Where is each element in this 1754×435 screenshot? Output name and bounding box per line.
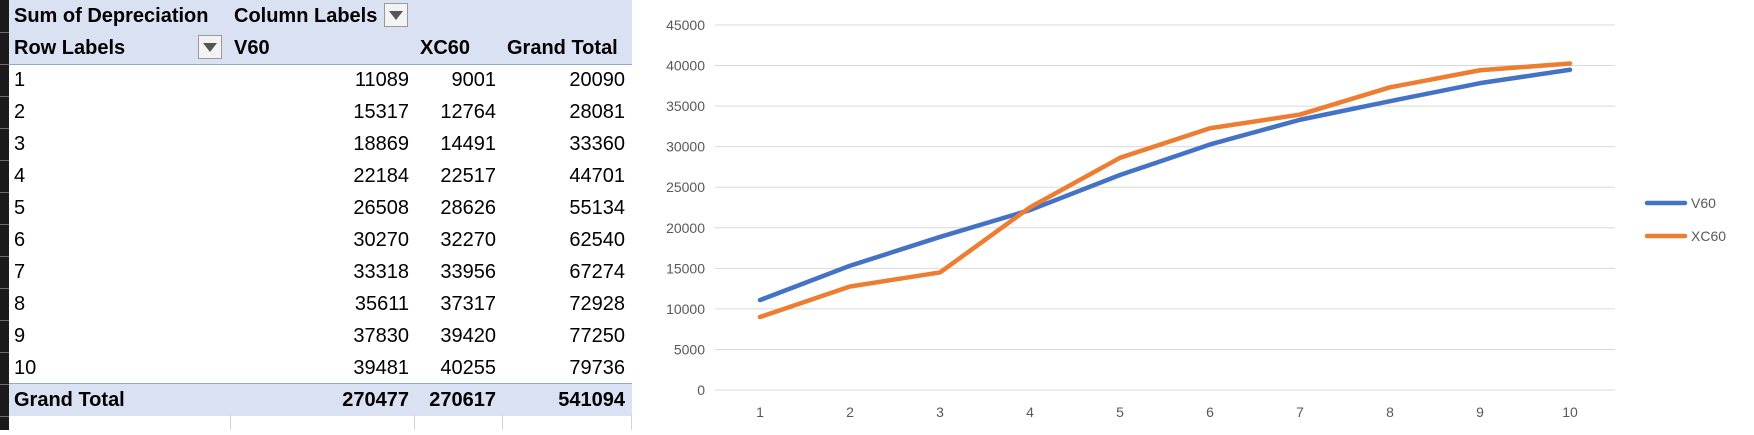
grand-total-v60[interactable]: 270477 bbox=[300, 384, 409, 416]
table-cell[interactable]: 44701 bbox=[496, 160, 625, 192]
row-label[interactable]: 10 bbox=[14, 352, 36, 384]
table-cell[interactable]: 79736 bbox=[496, 352, 625, 384]
table-cell[interactable]: 28081 bbox=[496, 96, 625, 128]
row-separator bbox=[0, 352, 9, 353]
row-label[interactable]: 1 bbox=[14, 64, 25, 96]
table-cell[interactable]: 33956 bbox=[409, 256, 496, 288]
row-separator bbox=[0, 160, 9, 161]
table-cell[interactable]: 18869 bbox=[300, 128, 409, 160]
x-tick-label: 8 bbox=[1386, 404, 1394, 420]
table-cell[interactable]: 32270 bbox=[409, 224, 496, 256]
table-cell[interactable]: 11089 bbox=[300, 64, 409, 96]
chevron-down-icon bbox=[389, 11, 403, 20]
y-tick-label: 10000 bbox=[666, 301, 705, 317]
line-chart[interactable]: 0 5000 10000 15000 20000 25000 30000 35000 40000… bbox=[640, 0, 1754, 430]
column-header-grand-total[interactable]: Grand Total bbox=[507, 32, 618, 64]
column-header-v60[interactable]: V60 bbox=[234, 32, 270, 64]
row-separator bbox=[0, 416, 9, 417]
y-tick-label: 5000 bbox=[674, 341, 705, 357]
table-cell[interactable]: 33318 bbox=[300, 256, 409, 288]
row-labels-header[interactable]: Row Labels bbox=[14, 32, 125, 64]
row-separator bbox=[0, 32, 9, 33]
y-tick-label: 0 bbox=[697, 382, 705, 398]
row-label[interactable]: 6 bbox=[14, 224, 25, 256]
row-header-strip bbox=[0, 0, 9, 430]
row-labels-filter-button[interactable] bbox=[198, 35, 222, 59]
gridline bbox=[502, 415, 503, 430]
table-cell[interactable]: 22517 bbox=[409, 160, 496, 192]
row-label[interactable]: 4 bbox=[14, 160, 25, 192]
row-label[interactable]: 8 bbox=[14, 288, 25, 320]
value-field-label[interactable]: Sum of Depreciation bbox=[14, 0, 208, 32]
table-cell[interactable]: 55134 bbox=[496, 192, 625, 224]
chevron-down-icon bbox=[203, 43, 217, 52]
row-separator bbox=[0, 320, 9, 321]
table-cell[interactable]: 22184 bbox=[300, 160, 409, 192]
table-cell[interactable]: 62540 bbox=[496, 224, 625, 256]
y-tick-label: 30000 bbox=[666, 139, 705, 155]
table-cell[interactable]: 39481 bbox=[300, 352, 409, 384]
row-separator bbox=[0, 384, 9, 385]
table-cell[interactable]: 9001 bbox=[409, 64, 496, 96]
row-label[interactable]: 3 bbox=[14, 128, 25, 160]
chart-canvas: 0 5000 10000 15000 20000 25000 30000 35000 40000… bbox=[640, 0, 1754, 430]
x-tick-label: 1 bbox=[756, 404, 764, 420]
table-cell[interactable]: 14491 bbox=[409, 128, 496, 160]
row-separator bbox=[0, 256, 9, 257]
row-separator bbox=[0, 224, 9, 225]
table-cell[interactable]: 12764 bbox=[409, 96, 496, 128]
row-label[interactable]: 2 bbox=[14, 96, 25, 128]
row-separator bbox=[0, 128, 9, 129]
row-separator bbox=[0, 288, 9, 289]
gridline bbox=[230, 415, 231, 430]
row-label[interactable]: 5 bbox=[14, 192, 25, 224]
x-tick-label: 4 bbox=[1026, 404, 1034, 420]
row-separator bbox=[0, 192, 9, 193]
x-tick-label: 3 bbox=[936, 404, 944, 420]
y-tick-label: 45000 bbox=[666, 17, 705, 33]
table-cell[interactable]: 39420 bbox=[409, 320, 496, 352]
x-tick-label: 6 bbox=[1206, 404, 1214, 420]
y-tick-label: 40000 bbox=[666, 58, 705, 74]
table-cell[interactable]: 37830 bbox=[300, 320, 409, 352]
x-tick-label: 10 bbox=[1562, 404, 1578, 420]
table-cell[interactable]: 33360 bbox=[496, 128, 625, 160]
series-line-v60 bbox=[760, 70, 1570, 300]
legend-label-xc60: XC60 bbox=[1691, 228, 1726, 244]
pivot-table: Sum of Depreciation Column Labels Row La… bbox=[0, 0, 632, 430]
row-separator bbox=[0, 64, 9, 65]
table-cell[interactable]: 30270 bbox=[300, 224, 409, 256]
y-tick-label: 25000 bbox=[666, 179, 705, 195]
gridline bbox=[414, 415, 415, 430]
row-label[interactable]: 9 bbox=[14, 320, 25, 352]
table-cell[interactable]: 77250 bbox=[496, 320, 625, 352]
row-label[interactable]: 7 bbox=[14, 256, 25, 288]
y-tick-label: 20000 bbox=[666, 220, 705, 236]
column-labels-filter-button[interactable] bbox=[384, 3, 408, 27]
grand-total-xc60[interactable]: 270617 bbox=[409, 384, 496, 416]
table-cell[interactable]: 35611 bbox=[300, 288, 409, 320]
x-tick-label: 7 bbox=[1296, 404, 1304, 420]
gridline bbox=[631, 415, 632, 430]
y-tick-label: 35000 bbox=[666, 98, 705, 114]
column-labels-header[interactable]: Column Labels bbox=[234, 0, 377, 32]
x-tick-label: 9 bbox=[1476, 404, 1484, 420]
table-cell[interactable]: 67274 bbox=[496, 256, 625, 288]
table-cell[interactable]: 37317 bbox=[409, 288, 496, 320]
table-cell[interactable]: 72928 bbox=[496, 288, 625, 320]
table-cell[interactable]: 15317 bbox=[300, 96, 409, 128]
grand-total-grand-total[interactable]: 541094 bbox=[496, 384, 625, 416]
row-separator bbox=[0, 96, 9, 97]
series-line-xc60 bbox=[760, 63, 1570, 317]
table-cell[interactable]: 40255 bbox=[409, 352, 496, 384]
column-header-xc60[interactable]: XC60 bbox=[420, 32, 470, 64]
y-tick-label: 15000 bbox=[666, 260, 705, 276]
x-tick-label: 5 bbox=[1116, 404, 1124, 420]
grand-total-label[interactable]: Grand Total bbox=[14, 384, 125, 416]
table-cell[interactable]: 28626 bbox=[409, 192, 496, 224]
x-tick-label: 2 bbox=[846, 404, 854, 420]
table-cell[interactable]: 26508 bbox=[300, 192, 409, 224]
table-cell[interactable]: 20090 bbox=[496, 64, 625, 96]
legend-label-v60: V60 bbox=[1691, 195, 1716, 211]
